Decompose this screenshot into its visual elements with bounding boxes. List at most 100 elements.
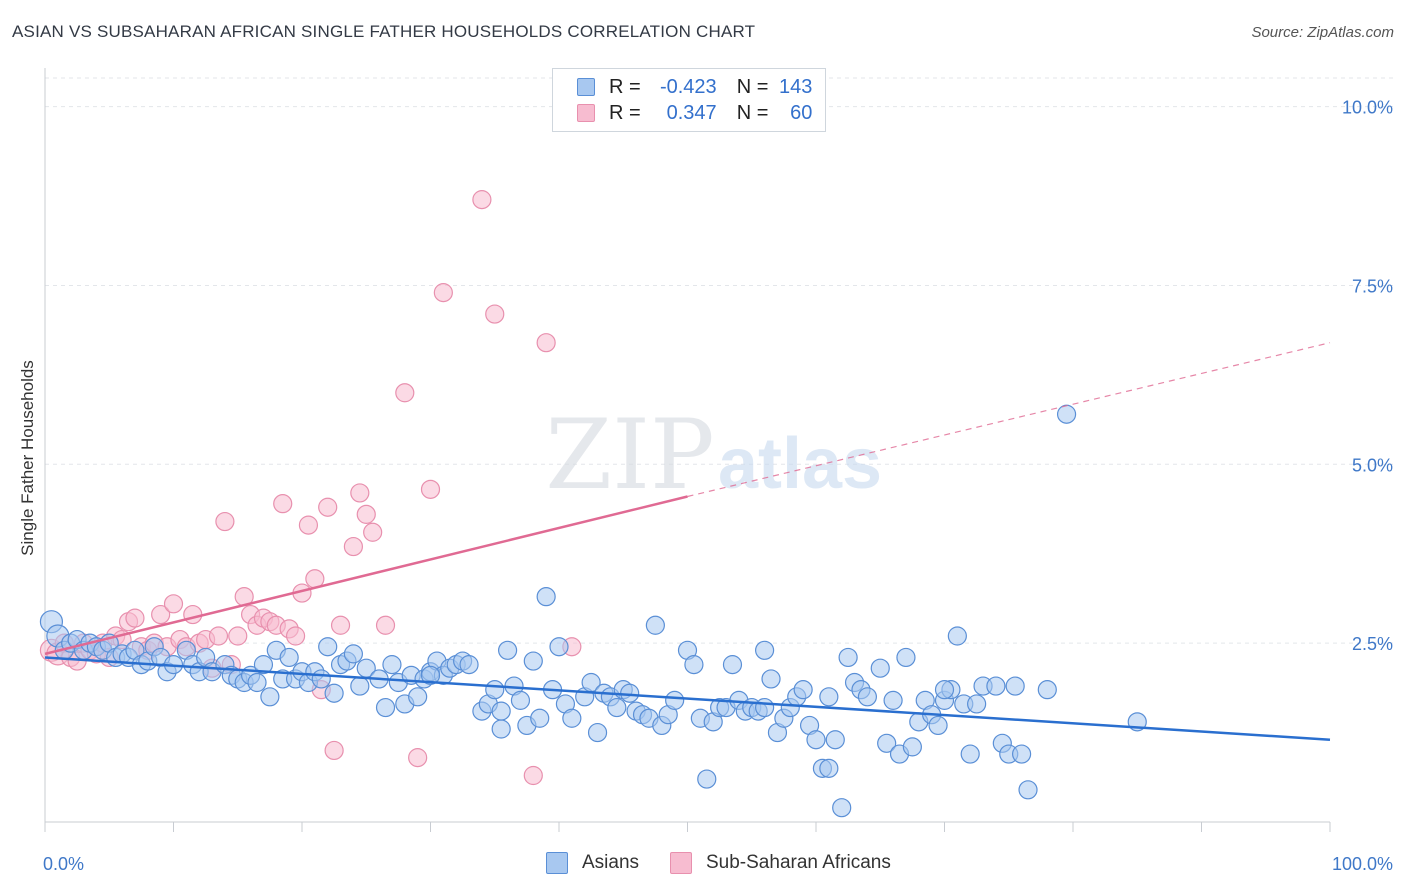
data-point [433, 283, 453, 303]
chart-title: ASIAN VS SUBSAHARAN AFRICAN SINGLE FATHE… [12, 22, 756, 41]
data-point [363, 522, 383, 542]
legend-label-asians: Asians [582, 852, 640, 873]
legend-n-value: 143 [779, 75, 813, 98]
data-point [485, 680, 505, 700]
watermark: ZIP atlas [545, 399, 882, 511]
data-point [947, 626, 967, 646]
trend-lines [44, 342, 1331, 741]
grid-lines [45, 77, 1395, 644]
data-point [125, 608, 145, 628]
data-point [665, 690, 685, 710]
data-point [754, 697, 775, 718]
data-point [928, 715, 948, 736]
data-point [472, 190, 492, 210]
legend-n-value: 60 [790, 101, 813, 124]
data-point [562, 708, 582, 728]
data-point [530, 708, 550, 728]
data-point [832, 798, 852, 818]
data-point [498, 640, 518, 660]
data-point [825, 730, 845, 750]
y-tick-label: 7.5% [1352, 276, 1393, 296]
data-point [318, 497, 338, 517]
data-point [375, 615, 396, 635]
trend-line-africans-extension [687, 342, 1331, 498]
data-point [382, 655, 402, 675]
legend-swatch-asians [546, 852, 568, 874]
data-point [793, 680, 813, 700]
data-point [902, 737, 922, 757]
data-point [183, 604, 203, 625]
data-point [420, 665, 441, 685]
data-point [761, 669, 781, 689]
data-point [1056, 404, 1077, 424]
data-point [523, 651, 543, 671]
data-point [375, 697, 396, 718]
data-point [1011, 744, 1032, 764]
data-point [260, 687, 280, 707]
data-point [247, 672, 267, 693]
legend-row-asians: R = -0.423 N = 143 [577, 75, 812, 99]
axes [44, 68, 1331, 832]
legend-swatch-africans [670, 852, 692, 874]
data-point [491, 701, 511, 721]
data-point [420, 479, 441, 499]
legend-item-africans[interactable]: Sub-Saharan Africans [670, 852, 891, 874]
data-point [806, 730, 826, 750]
y-tick-label: 10.0% [1342, 98, 1393, 118]
data-point [1005, 676, 1025, 696]
legend-row-africans: R = 0.347 N = 60 [577, 101, 812, 125]
y-tick-label: 5.0% [1352, 455, 1393, 475]
data-point [722, 655, 743, 675]
data-point [491, 719, 511, 739]
legend-r-label: R = [609, 75, 641, 98]
data-point [645, 615, 665, 635]
legend-swatch-asians [577, 78, 595, 96]
data-point [536, 333, 556, 353]
data-point [408, 748, 428, 768]
data-point [684, 655, 704, 675]
data-point [877, 733, 897, 753]
data-point [536, 587, 556, 607]
data-point [1037, 680, 1057, 700]
y-axis-label: Single Father Households [18, 360, 37, 556]
data-point [960, 744, 980, 764]
legend-label-africans: Sub-Saharan Africans [706, 852, 891, 873]
data-point [343, 644, 363, 664]
data-point [549, 637, 569, 657]
data-point [208, 626, 229, 646]
tick-labels: 2.5% 5.0% 7.5% 10.0% 0.0% 100.0% [43, 98, 1393, 874]
data-point [395, 383, 415, 403]
data-point [350, 676, 370, 696]
data-point [273, 494, 293, 514]
data-point [883, 690, 903, 710]
data-point [324, 683, 344, 703]
watermark-zip: ZIP [545, 399, 714, 511]
data-point [523, 765, 543, 786]
data-point [343, 536, 363, 557]
data-point [485, 304, 505, 324]
series-legend: Asians Sub-Saharan Africans [0, 852, 1406, 876]
data-point [350, 483, 370, 503]
legend-n-label: N = [736, 101, 769, 124]
legend-r-label: R = [609, 101, 641, 124]
data-point [228, 626, 248, 646]
data-point [298, 515, 319, 535]
data-point [857, 687, 878, 707]
data-point [838, 647, 858, 668]
data-point [510, 690, 531, 710]
legend-n-label: N = [736, 75, 769, 98]
data-point [324, 740, 344, 761]
trend-line-asians [44, 656, 1331, 741]
data-point [967, 694, 987, 714]
legend-swatch-africans [577, 104, 595, 122]
data-point [330, 615, 351, 635]
chart-source: Source: ZipAtlas.com [1251, 24, 1394, 41]
data-point [311, 669, 331, 689]
data-point [215, 511, 235, 532]
x-tick-label: 100.0% [1332, 854, 1393, 874]
data-point [408, 687, 428, 707]
trend-line-africans [44, 495, 688, 656]
legend-item-asians[interactable]: Asians [546, 852, 639, 874]
legend-r-value: 0.347 [666, 101, 717, 124]
